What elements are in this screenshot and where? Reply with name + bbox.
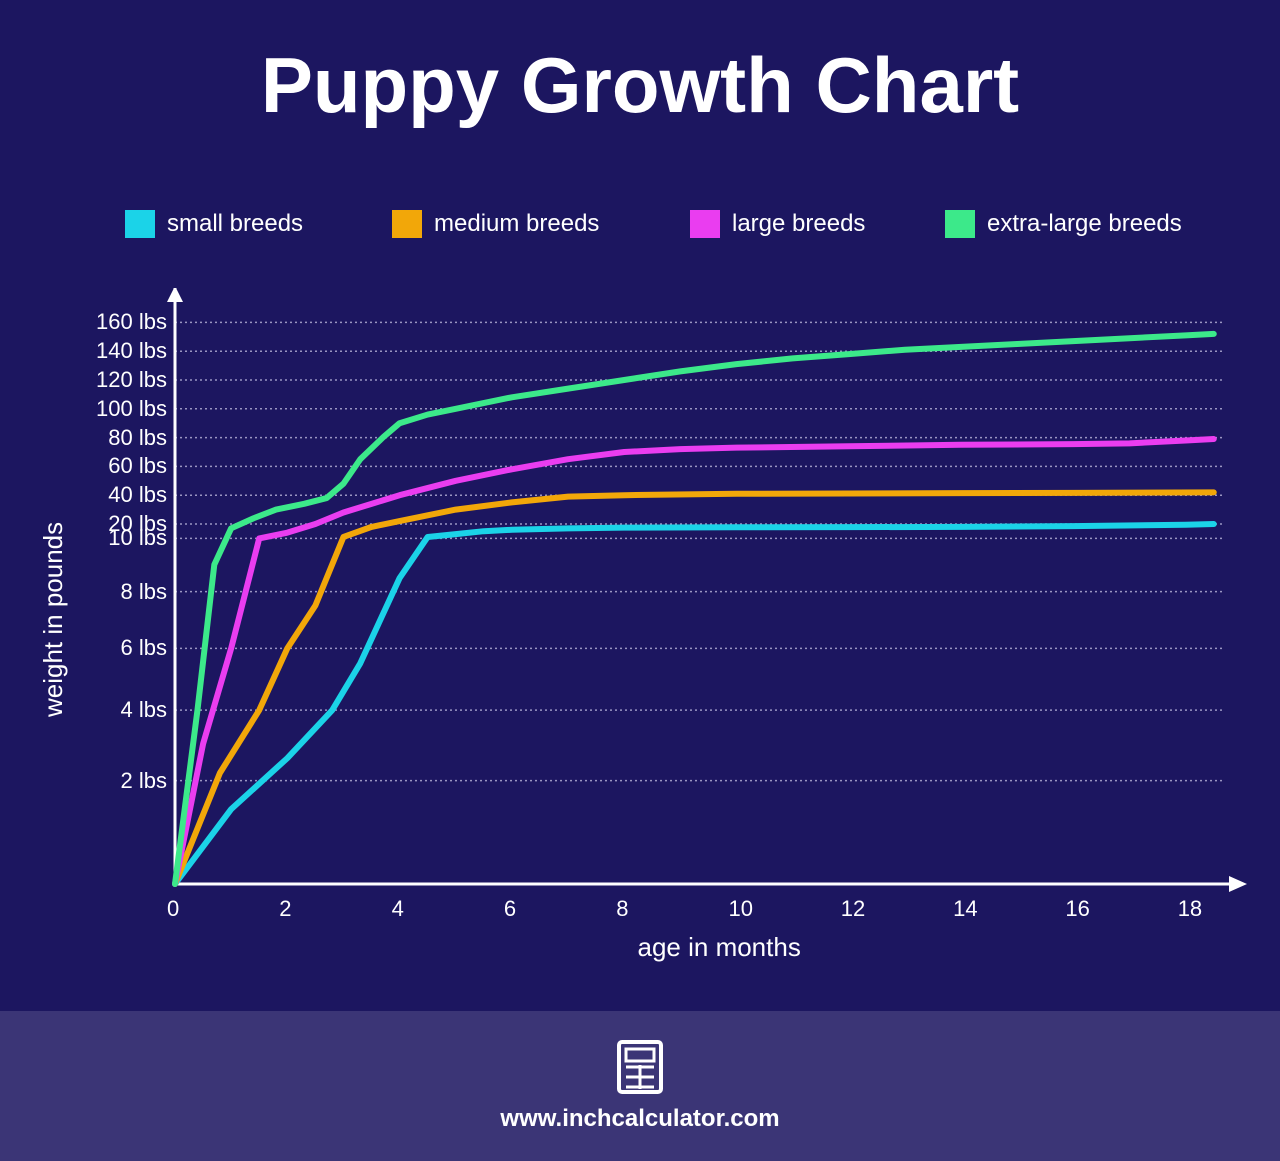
legend-label: medium breeds bbox=[434, 210, 599, 238]
x-tick-label: 8 bbox=[616, 896, 628, 922]
legend-item-large-breeds: large breeds bbox=[690, 210, 865, 238]
footer-url: www.inchcalculator.com bbox=[500, 1105, 779, 1133]
x-tick-label: 0 bbox=[167, 896, 179, 922]
legend-swatch bbox=[125, 210, 155, 238]
y-tick-label: 4 lbs bbox=[121, 697, 167, 723]
legend-item-extra-large-breeds: extra-large breeds bbox=[945, 210, 1182, 238]
x-tick-label: 12 bbox=[841, 896, 865, 922]
x-tick-label: 4 bbox=[392, 896, 404, 922]
series-large-breeds bbox=[175, 439, 1214, 884]
legend-item-small-breeds: small breeds bbox=[125, 210, 303, 238]
series-extra-large-breeds bbox=[175, 334, 1214, 884]
x-tick-label: 16 bbox=[1065, 896, 1089, 922]
y-tick-label: 120 lbs bbox=[96, 367, 167, 393]
y-tick-label: 40 lbs bbox=[108, 482, 167, 508]
y-tick-label: 80 lbs bbox=[108, 425, 167, 451]
x-tick-label: 18 bbox=[1178, 896, 1202, 922]
legend-item-medium-breeds: medium breeds bbox=[392, 210, 599, 238]
legend-label: small breeds bbox=[167, 210, 303, 238]
y-tick-label: 2 lbs bbox=[121, 768, 167, 794]
series-small-breeds bbox=[175, 524, 1214, 884]
legend-label: large breeds bbox=[732, 210, 865, 238]
legend-swatch bbox=[392, 210, 422, 238]
footer: www.inchcalculator.com bbox=[0, 1011, 1280, 1161]
y-tick-label: 60 lbs bbox=[108, 453, 167, 479]
calculator-icon bbox=[616, 1039, 664, 1095]
x-tick-label: 10 bbox=[728, 896, 752, 922]
y-tick-label: 140 lbs bbox=[96, 338, 167, 364]
y-tick-label: 160 lbs bbox=[96, 309, 167, 335]
y-tick-label: 100 lbs bbox=[96, 396, 167, 422]
y-tick-label: 6 lbs bbox=[121, 635, 167, 661]
y-axis-label: weight in pounds bbox=[38, 522, 69, 717]
x-tick-label: 6 bbox=[504, 896, 516, 922]
legend-label: extra-large breeds bbox=[987, 210, 1182, 238]
chart-title: Puppy Growth Chart bbox=[0, 40, 1280, 131]
x-axis-label: age in months bbox=[638, 932, 801, 963]
legend-swatch bbox=[690, 210, 720, 238]
legend-swatch bbox=[945, 210, 975, 238]
x-tick-label: 2 bbox=[279, 896, 291, 922]
growth-chart bbox=[165, 288, 1265, 924]
y-tick-label: 8 lbs bbox=[121, 579, 167, 605]
y-tick-label: 20 lbs bbox=[108, 511, 167, 537]
x-tick-label: 14 bbox=[953, 896, 977, 922]
series-medium-breeds bbox=[175, 492, 1214, 884]
